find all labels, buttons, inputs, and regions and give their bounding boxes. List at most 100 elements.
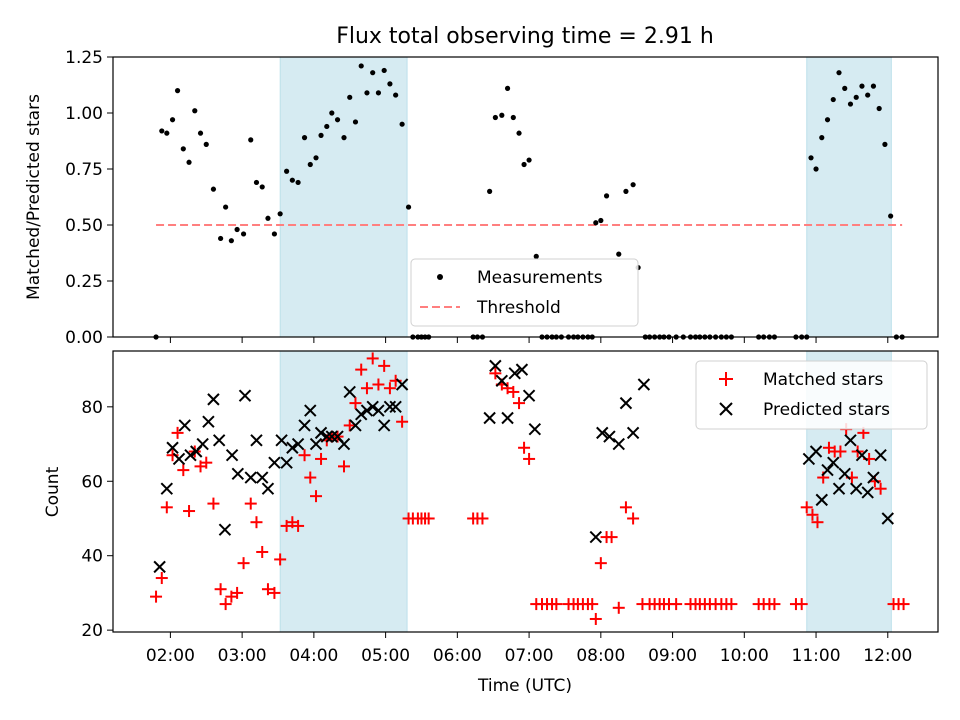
observing-window-shading: [279, 56, 892, 338]
matched-point: [897, 598, 910, 611]
measurement-point: [492, 114, 498, 121]
predicted-point: [395, 378, 409, 391]
matched-point: [155, 572, 168, 585]
ratio-marks: [153, 63, 905, 340]
predicted-point: [508, 367, 521, 380]
matched-point: [518, 441, 531, 454]
matched-point: [200, 456, 213, 469]
matched-point: [834, 445, 847, 458]
measurement-point: [301, 135, 308, 141]
measurement-point: [334, 117, 341, 123]
shaded-region: [279, 56, 408, 338]
predicted-point: [603, 430, 616, 443]
matched-point: [422, 512, 435, 525]
measurement-point: [533, 253, 539, 259]
count-x-axis-ticks: 02:00 03:00 04:00 05:00 06:00 07:00 08:00 09:00…: [146, 632, 912, 666]
y-tick-label: 20: [81, 621, 103, 641]
predicted-point: [291, 437, 305, 451]
measurement-point: [324, 123, 330, 130]
predicted-point: [202, 415, 215, 428]
matched-point: [338, 460, 350, 473]
legend-matched-marker: [719, 372, 733, 386]
measurement-point: [271, 231, 278, 237]
legend-measurements-label: Measurements: [477, 268, 603, 288]
legend-predicted-marker: [719, 402, 733, 416]
predicted-point: [166, 441, 179, 454]
predicted-point: [280, 456, 293, 469]
legend-box: [410, 258, 639, 327]
predicted-point: [515, 363, 529, 376]
measurement-point: [180, 146, 186, 152]
x-tick-label: 07:00: [505, 646, 554, 666]
predicted-point: [832, 482, 846, 495]
predicted-point: [286, 441, 299, 454]
predicted-point: [261, 482, 275, 495]
predicted-point: [314, 426, 328, 440]
matched-point: [177, 464, 190, 477]
measurement-point: [186, 159, 192, 165]
measurement-point: [865, 92, 871, 98]
measurement-point: [375, 90, 382, 96]
x-tick-label: 12:00: [863, 646, 912, 666]
y-tick-label: 1.25: [65, 48, 103, 68]
matched-point: [725, 598, 738, 611]
predicted-point: [178, 419, 191, 432]
matched-point: [489, 367, 502, 380]
predicted-point: [172, 452, 186, 466]
predicted-point: [844, 434, 857, 447]
predicted-point: [612, 437, 625, 451]
measurement-point: [370, 70, 376, 76]
measurement-point: [824, 117, 831, 123]
measurement-point: [882, 141, 888, 147]
measurement-point: [240, 231, 247, 237]
measurement-point: [307, 161, 313, 168]
matched-point: [250, 516, 263, 529]
measurement-point: [164, 130, 170, 136]
measurement-point: [510, 114, 516, 121]
matched-point: [670, 598, 683, 611]
predicted-point: [268, 456, 281, 469]
predicted-point: [225, 449, 239, 462]
predicted-point: [815, 493, 828, 507]
matched-point: [378, 359, 391, 372]
matched-point: [795, 598, 808, 611]
predicted-point: [256, 471, 269, 484]
predicted-point: [389, 400, 402, 414]
predicted-point: [160, 482, 174, 495]
predicted-point: [298, 419, 311, 432]
y-tick-label: 0.00: [65, 328, 103, 348]
predicted-point: [855, 449, 869, 462]
predicted-point: [377, 419, 391, 432]
predicted-point: [867, 471, 880, 484]
predicted-point: [881, 512, 894, 525]
x-tick-label: 05:00: [361, 646, 410, 666]
matched-point: [292, 519, 305, 532]
matched-point: [256, 545, 269, 558]
matched-point: [476, 512, 489, 525]
predicted-point: [325, 430, 339, 443]
predicted-point: [850, 482, 863, 495]
measurement-point: [192, 108, 198, 114]
matched-point: [237, 557, 250, 570]
measurement-point: [623, 188, 629, 194]
count-marks: [150, 352, 910, 625]
matched-point: [231, 586, 244, 599]
predicted-point: [372, 404, 385, 417]
measurement-point: [228, 238, 234, 244]
measurement-point: [364, 90, 370, 96]
legend-threshold-label: Threshold: [476, 298, 561, 318]
measurement-point: [174, 88, 181, 94]
matched-point: [160, 501, 173, 514]
measurement-point: [234, 226, 240, 233]
matched-point: [298, 449, 311, 462]
measurement-point: [504, 85, 511, 91]
predicted-point: [838, 467, 851, 481]
predicted-point: [343, 385, 356, 399]
measurement-point: [808, 155, 814, 161]
measurement-point: [830, 96, 836, 103]
matched-point: [343, 419, 356, 432]
measurement-point: [521, 161, 527, 168]
matched-point: [396, 415, 409, 428]
matched-point: [360, 382, 373, 395]
